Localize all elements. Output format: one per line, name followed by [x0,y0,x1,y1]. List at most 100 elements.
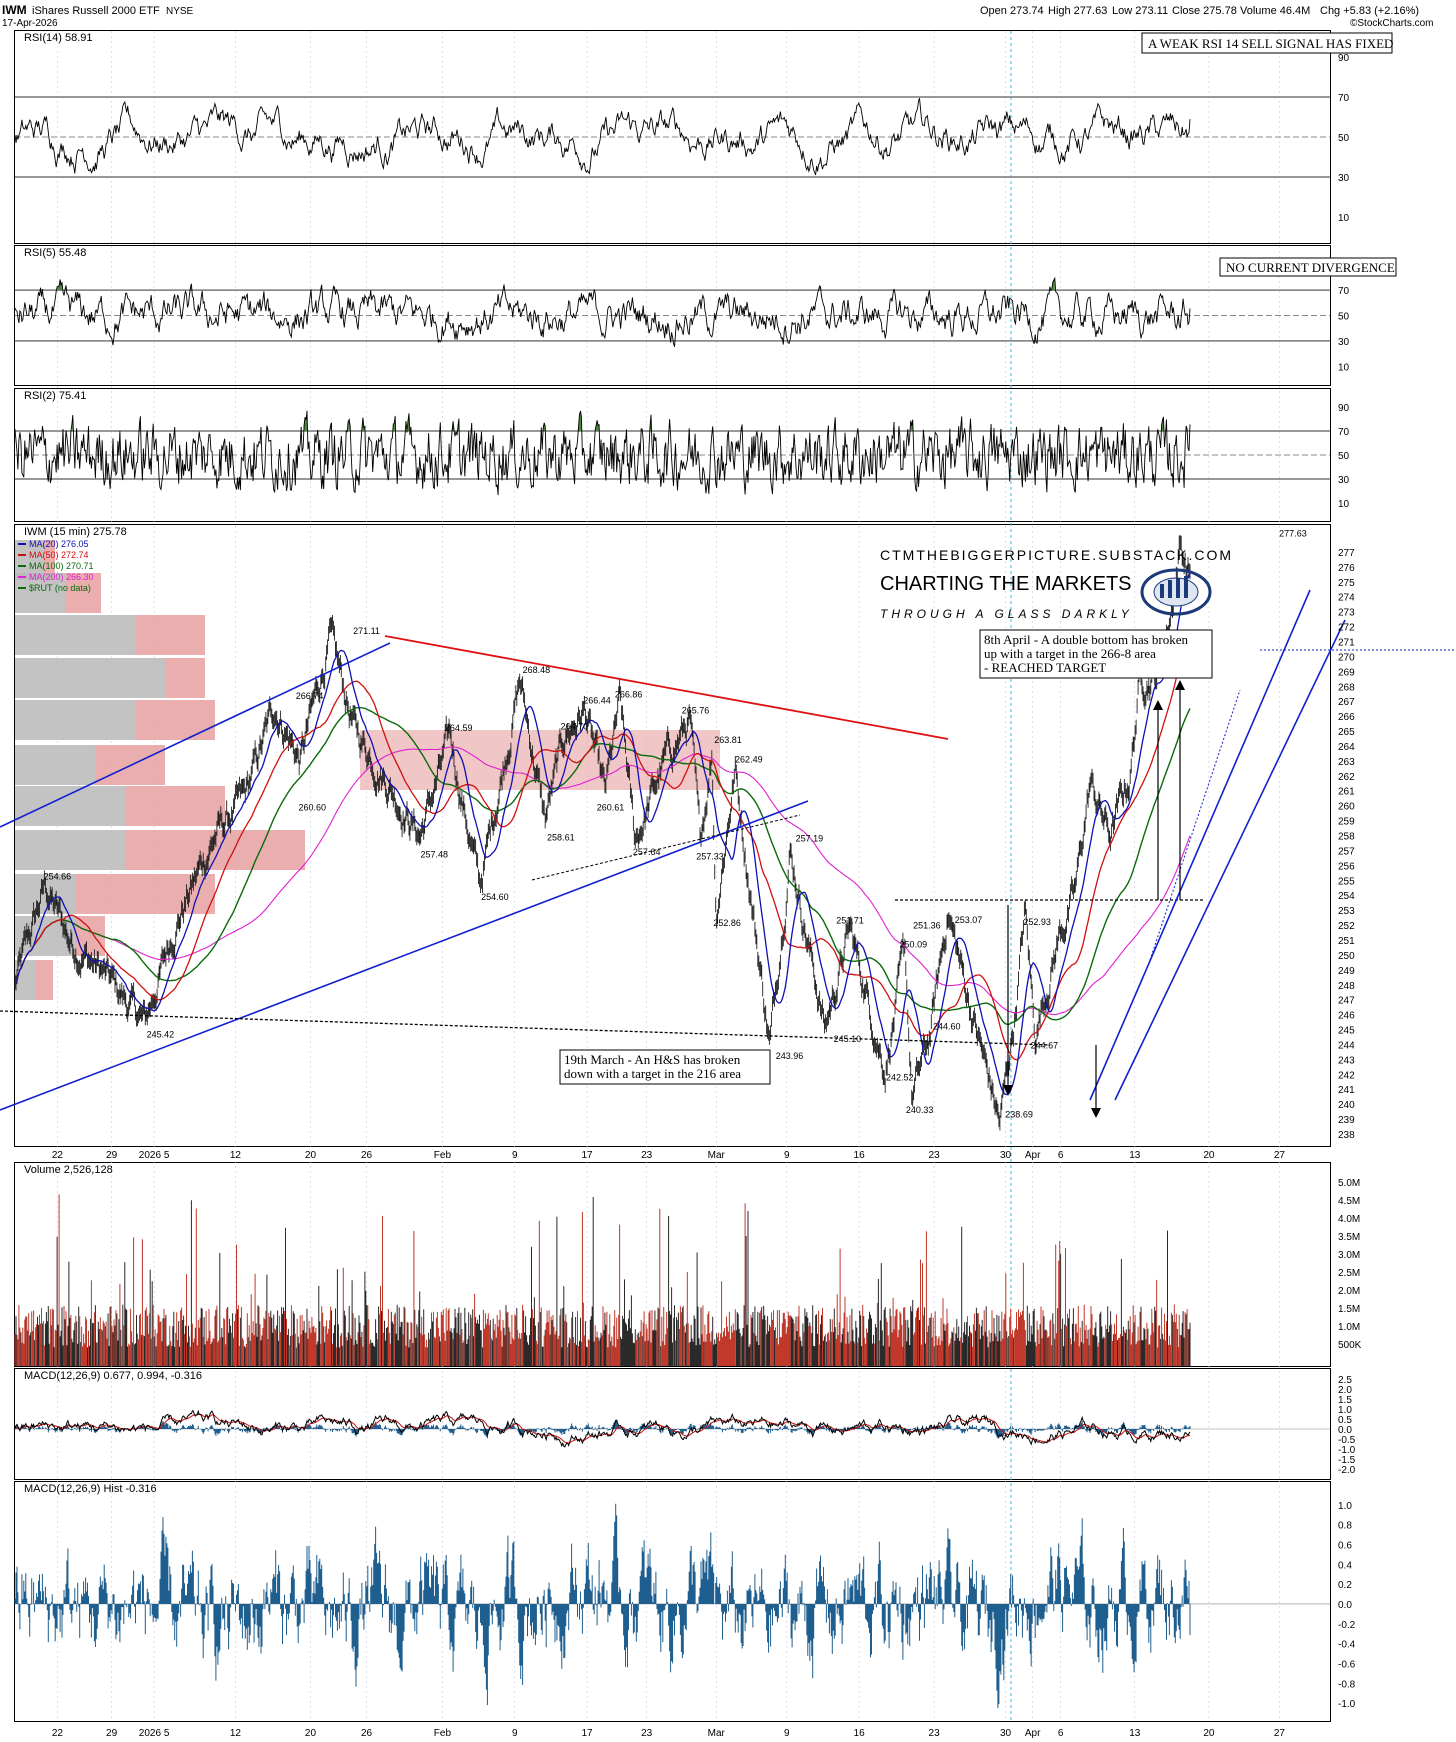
x-tick-top-17: 13 [1129,1150,1141,1161]
macd-hist-series: -1.0 -0.8 -0.6 -0.4 -0.2 0.0 0.2 0.4 0.6 0.8 1.0 [14,1501,1356,1710]
pivot-label-31: 252.93 [1023,917,1051,927]
rsi2-tick-50: 50 [1338,451,1350,462]
rsi14-tick-50: 50 [1338,133,1350,144]
price-tick-270: 270 [1338,652,1355,663]
pivot-label-28: 244.60 [933,1021,961,1031]
pivot-label-24: 250.09 [900,940,928,950]
pivot-label-17: 263.81 [714,735,742,745]
price-tick-267: 267 [1338,697,1355,708]
trendlines [0,589,1456,1111]
legend-entry-4: $RUT (no data) [29,583,91,593]
macd-line [14,1409,1191,1448]
macd-tick-7: 1.5 [1338,1395,1352,1406]
macd-tick-2: -1.0 [1338,1445,1356,1456]
volume-label: Volume 2,526,128 [24,1164,113,1176]
hist-tick-7: 0.4 [1338,1560,1352,1571]
x-tick-top-4: 20 [305,1150,317,1161]
price-tick-272: 272 [1338,623,1355,634]
pivot-label-30: 238.69 [1005,1110,1033,1120]
volume-profile-red-0 [43,540,55,580]
volume-tick-5: 3.0M [1338,1250,1360,1261]
x-tick-top-9: 23 [641,1150,653,1161]
panel-frames [14,30,1331,1722]
volume-tick-9: 5.0M [1338,1178,1360,1189]
ma100-line [14,706,1191,1025]
pivot-label-15: 265.76 [682,706,710,716]
hist-tick-4: -0.2 [1338,1620,1356,1631]
ma200-line [14,746,1191,1016]
price-tick-274: 274 [1338,593,1355,604]
x-tick-bottom-17: 13 [1129,1728,1141,1739]
volume-profile-red-9 [75,916,105,956]
rsi5-panel [14,245,1331,386]
pivot-label-19: 262.49 [735,754,763,764]
chart-header: IWM iShares Russell 2000 ETF NYSE 17-Apr… [2,3,1434,29]
brand-title: CHARTING THE MARKETS [880,573,1132,595]
macd-tick-0: -2.0 [1338,1465,1356,1476]
double-bottom-line-3: - REACHED TARGET [984,660,1106,675]
rsi14-tick-10: 10 [1338,213,1350,224]
hist-bars [14,1503,1191,1709]
price-tick-253: 253 [1338,906,1355,917]
chart-date: 17-Apr-2026 [2,18,58,29]
price-tick-261: 261 [1338,787,1355,798]
macd-tick-5: 0.5 [1338,1415,1352,1426]
quote-high: High 277.63 [1048,5,1107,17]
quote-change: Chg +5.83 (+2.16%) [1320,5,1419,17]
macd-tick-8: 2.0 [1338,1385,1352,1396]
rsi5-overbought-fill [40,278,1055,291]
channel-lower [1114,619,1346,1101]
annotation-hs: 19th March - An H&S has broken down with… [559,1049,771,1085]
x-tick-top-7: 9 [512,1150,518,1161]
volume-profile-red-6 [125,786,225,826]
macd-tick-1: -1.5 [1338,1455,1356,1466]
price-tick-242: 242 [1338,1070,1355,1081]
arrowhead-up-1 [1175,680,1185,690]
pivot-label-9: 258.61 [547,832,575,842]
exchange: NYSE [166,6,194,17]
price-tick-269: 269 [1338,667,1355,678]
x-tick-top-16: 6 [1058,1150,1064,1161]
rsi5-line [14,276,1191,347]
price-tick-265: 265 [1338,727,1355,738]
price-tick-277: 277 [1338,548,1355,559]
pivot-label-2: 266.74 [296,691,324,701]
price-tick-244: 244 [1338,1040,1355,1051]
volume-tick-0: 500K [1338,1340,1362,1351]
volume-profile-red-10 [35,960,53,1000]
volume-profile-red-4 [135,700,215,740]
rsi5-tick-10: 10 [1338,362,1350,373]
rsi2-series: 10 30 50 70 90 [14,403,1350,510]
pivot-label-16: 257.33 [696,851,724,861]
price-tick-254: 254 [1338,891,1355,902]
pivot-label-26: 251.36 [913,921,941,931]
arrowhead-down-2 [1091,1108,1101,1118]
price-tick-249: 249 [1338,966,1355,977]
pivot-label-12: 260.61 [597,803,625,813]
x-tick-bottom-8: 17 [581,1728,593,1739]
rsi14-label: RSI(14) 58.91 [24,32,92,44]
x-tick-bottom-0: 22 [52,1728,64,1739]
x-tick-bottom-11: 9 [784,1728,790,1739]
legend-entry-2: MA(100) 270.71 [29,561,94,571]
rsi14-series: 10 30 50 70 90 [14,53,1350,224]
x-tick-top-1: 29 [106,1150,118,1161]
x-tick-bottom-7: 9 [512,1728,518,1739]
price-pivots: 254.66 245.42 266.74 271.11 260.60 257.48 264.… [44,529,1307,1120]
rsi2-panel [14,388,1331,522]
rsi14-line [14,97,1191,176]
x-tick-top-19: 27 [1274,1150,1286,1161]
quote-volume: Volume 46.4M [1240,5,1310,17]
rsi14-tick-70: 70 [1338,93,1350,104]
price-tick-258: 258 [1338,832,1355,843]
pivot-label-4: 260.60 [299,803,327,813]
price-tick-250: 250 [1338,951,1355,962]
hist-tick-6: 0.2 [1338,1580,1352,1591]
pivot-label-6: 264.59 [445,723,473,733]
panel-labels: RSI(14) 58.91 RSI(5) 55.48 RSI(2) 75.41 … [24,32,202,1495]
hist-tick-5: 0.0 [1338,1600,1352,1611]
volume-tick-8: 4.5M [1338,1196,1360,1207]
pivot-label-1: 245.42 [147,1029,175,1039]
pivot-label-22: 251.71 [836,915,864,925]
